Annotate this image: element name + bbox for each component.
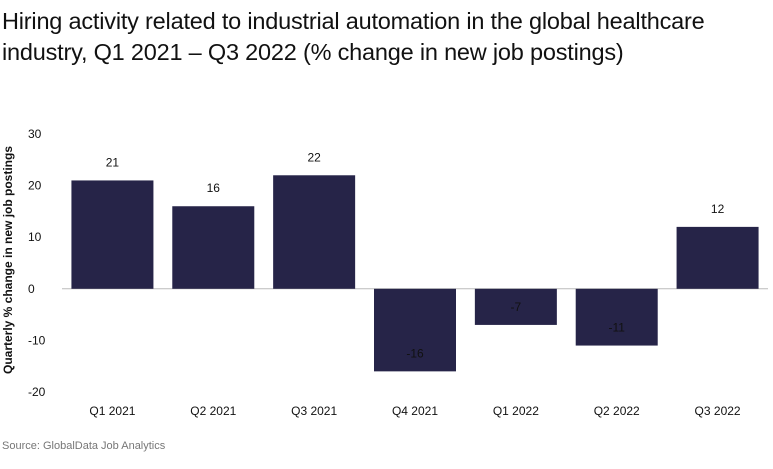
x-tick-label: Q3 2022 [695,404,741,418]
x-tick-label: Q2 2021 [190,404,236,418]
chart-title: Hiring activity related to industrial au… [2,8,705,65]
x-tick-label: Q3 2021 [291,404,337,418]
y-tick-label: 20 [28,179,42,193]
bar-value-label: 22 [307,150,321,164]
y-axis-title-group: Quarterly % change in new job postings [1,146,15,374]
bar-value-label: -16 [406,346,424,360]
y-axis-title: Quarterly % change in new job postings [1,146,15,374]
bar-value-label: -7 [511,300,522,314]
y-tick-label: 10 [28,230,42,244]
x-tick-label: Q2 2022 [594,404,640,418]
y-tick-label: -10 [28,333,46,347]
bar [172,206,255,289]
x-tick-label: Q1 2022 [493,404,539,418]
y-tick-label: -20 [28,385,46,399]
value-labels: 21 16 22 -16 -7 -11 12 [106,150,725,360]
bar-value-label: 12 [711,202,725,216]
bar [474,288,557,325]
bar [374,288,456,372]
x-tick-label: Q4 2021 [392,404,438,418]
bar [71,180,154,289]
y-tick-label: 0 [28,282,35,296]
y-tick-label: 30 [28,127,42,141]
x-axis-ticks: Q1 2021 Q2 2021 Q3 2021 Q4 2021 Q1 2022 Q2 20… [89,404,741,418]
bar [273,175,356,289]
bar-value-label: -11 [608,321,625,335]
bar-value-label: 21 [106,155,120,169]
source-note: Source: GlobalData Job Analytics [2,440,166,452]
bar [676,226,759,289]
bars [71,175,759,372]
x-tick-label: Q1 2021 [89,404,135,418]
bar [575,288,658,346]
bar-value-label: 16 [207,181,221,195]
y-axis-ticks: 30 20 10 0 -10 -20 [28,127,46,399]
